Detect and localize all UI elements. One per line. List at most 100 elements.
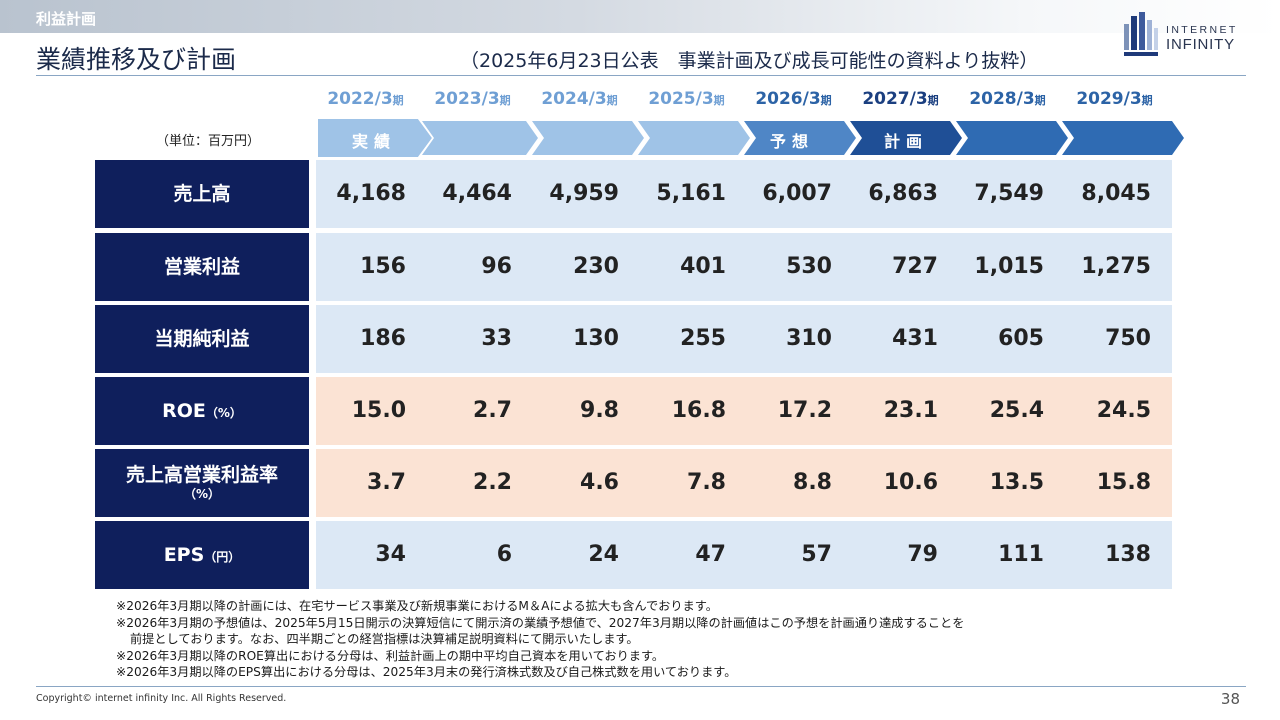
table-cell: 17.2 <box>777 398 832 423</box>
period-suffix: 期 <box>606 94 618 107</box>
table-cell: 3.7 <box>367 470 406 495</box>
period-suffix: 期 <box>499 94 511 107</box>
footnote: 前提としております。なお、四半期ごとの経営指標は決算補足説明資料にて開示いたしま… <box>130 632 639 647</box>
company-logo-icon <box>1124 12 1158 56</box>
table-cell: 130 <box>573 326 619 351</box>
row-label: EPS（円） <box>95 521 309 589</box>
page-number: 38 <box>1220 690 1240 708</box>
unit-label: （単位：百万円） <box>156 134 261 149</box>
table-cell: 5,161 <box>656 181 726 206</box>
table-cell: 25.4 <box>989 398 1044 423</box>
phase-label-forecast: 予想 <box>770 132 815 151</box>
period-header: 2025/3期 <box>633 89 740 109</box>
row-label: 売上高 <box>95 160 309 228</box>
row-label-text: 営業利益 <box>163 255 240 278</box>
table-cell: 4,168 <box>336 181 406 206</box>
period-suffix: 期 <box>1034 94 1046 107</box>
row-band <box>316 305 1172 373</box>
period-header: 2029/3期 <box>1061 89 1168 109</box>
table-cell: 401 <box>680 254 726 279</box>
period-year: 2025/3 <box>648 89 714 109</box>
row-label: 営業利益 <box>95 233 309 301</box>
table-cell: 33 <box>481 326 512 351</box>
table-cell: 111 <box>998 542 1044 567</box>
footnote: ※2026年3月期以降のROE算出における分母は、利益計画上の期中平均自己資本を… <box>116 648 665 663</box>
table-cell: 1,275 <box>1081 254 1151 279</box>
table-cell: 15.8 <box>1096 470 1151 495</box>
period-year: 2022/3 <box>327 89 393 109</box>
table-cell: 16.8 <box>671 398 726 423</box>
row-label-text: 売上高 <box>173 182 231 205</box>
table-cell: 4,464 <box>442 181 512 206</box>
table-cell: 96 <box>481 254 512 279</box>
table-cell: 47 <box>695 542 726 567</box>
table-cell: 431 <box>892 326 938 351</box>
footnote: ※2026年3月期以降の計画には、在宅サービス事業及び新規事業におけるM＆Aによ… <box>116 599 718 613</box>
footer-divider <box>36 686 1246 687</box>
logo-text-internet: INTERNET <box>1166 24 1238 36</box>
table-cell: 13.5 <box>989 470 1044 495</box>
table-cell: 8,045 <box>1081 181 1151 206</box>
row-label-text: 売上高営業利益率 <box>125 464 278 487</box>
table-cell: 8.8 <box>793 470 832 495</box>
row-label-unit: （円） <box>204 549 241 564</box>
row-label-text: EPS <box>163 543 205 566</box>
table-cell: 156 <box>360 254 406 279</box>
table-cell: 34 <box>375 542 406 567</box>
table-cell: 79 <box>907 542 938 567</box>
period-year: 2028/3 <box>969 89 1035 109</box>
period-header: 2022/3期 <box>312 89 419 109</box>
period-suffix: 期 <box>713 94 725 107</box>
period-year: 2023/3 <box>434 89 500 109</box>
table-cell: 727 <box>892 254 938 279</box>
table-cell: 138 <box>1105 542 1151 567</box>
table-cell: 15.0 <box>351 398 406 423</box>
period-header: 2023/3期 <box>419 89 526 109</box>
row-label-text: 当期純利益 <box>154 327 250 350</box>
period-year: 2027/3 <box>862 89 928 109</box>
table-cell: 6 <box>496 542 512 567</box>
row-band <box>316 377 1172 445</box>
table-cell: 310 <box>786 326 832 351</box>
period-year: 2026/3 <box>755 89 821 109</box>
row-band <box>316 233 1172 301</box>
phase-label-actual: 実績 <box>352 132 397 151</box>
footnote: ※2026年3月期の予想値は、2025年5月15日開示の決算短信にて開示済の業績… <box>116 615 965 630</box>
table-cell: 750 <box>1105 326 1151 351</box>
row-band <box>316 160 1172 228</box>
top-banner <box>0 0 1280 33</box>
period-suffix: 期 <box>927 94 939 107</box>
table-cell: 2.2 <box>473 470 512 495</box>
page-subtitle: （2025年6月23日公表 事業計画及び成長可能性の資料より抜粋） <box>460 50 1039 72</box>
table-cell: 7,549 <box>974 181 1044 206</box>
section-label: 利益計画 <box>36 10 97 28</box>
table-cell: 186 <box>360 326 406 351</box>
table-cell: 57 <box>801 542 832 567</box>
table-cell: 9.8 <box>580 398 619 423</box>
period-year: 2029/3 <box>1076 89 1142 109</box>
copyright-text: Copyright© internet infinity Inc. All Ri… <box>36 693 287 704</box>
table-cell: 4.6 <box>580 470 619 495</box>
table-cell: 24.5 <box>1096 398 1151 423</box>
row-label-unit: （%） <box>205 405 242 420</box>
table-cell: 4,959 <box>549 181 619 206</box>
table-cell: 255 <box>680 326 726 351</box>
footnotes: ※2026年3月期以降の計画には、在宅サービス事業及び新規事業におけるM＆Aによ… <box>116 598 964 681</box>
table-cell: 1,015 <box>974 254 1044 279</box>
page-title: 業績推移及び計画 <box>36 45 237 74</box>
table-cell: 6,007 <box>762 181 832 206</box>
table-cell: 23.1 <box>883 398 938 423</box>
table-cell: 24 <box>588 542 619 567</box>
title-divider <box>36 75 1246 76</box>
period-year: 2024/3 <box>541 89 607 109</box>
period-header: 2026/3期 <box>740 89 847 109</box>
table-cell: 605 <box>998 326 1044 351</box>
period-header: 2024/3期 <box>526 89 633 109</box>
row-label: 売上高営業利益率 （%） <box>95 449 309 517</box>
period-suffix: 期 <box>820 94 832 107</box>
footnote: ※2026年3月期以降のEPS算出における分母は、2025年3月末の発行済株式数… <box>116 665 737 680</box>
period-header: 2028/3期 <box>954 89 1061 109</box>
row-label-text: ROE <box>162 399 206 422</box>
row-band <box>316 449 1172 517</box>
table-cell: 2.7 <box>473 398 512 423</box>
